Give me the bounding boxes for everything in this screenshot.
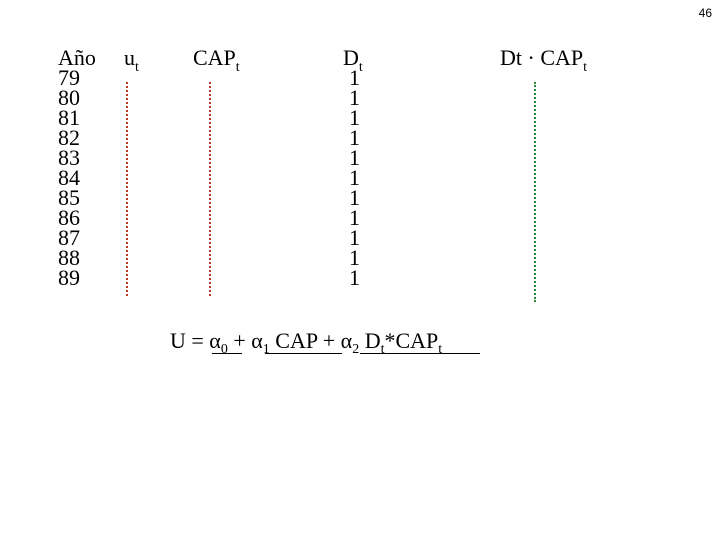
equation-part: *CAP bbox=[384, 328, 439, 353]
year-cell: 88 bbox=[58, 245, 80, 270]
d-cell: 1 bbox=[349, 225, 360, 250]
year-cell: 79 bbox=[58, 65, 80, 90]
d-cell: 1 bbox=[349, 65, 360, 90]
underline bbox=[360, 353, 480, 354]
header-sub: t bbox=[235, 60, 240, 75]
page-number: 46 bbox=[698, 6, 712, 20]
header: Dt bbox=[343, 45, 363, 76]
header-text: u bbox=[124, 45, 135, 70]
equation-part: α bbox=[209, 328, 221, 353]
header-text: Dt · CAP bbox=[500, 45, 584, 70]
header-sub: t bbox=[135, 60, 139, 75]
d-cell: 1 bbox=[349, 105, 360, 130]
header: Año bbox=[58, 45, 96, 70]
year-cell: 80 bbox=[58, 85, 80, 110]
header-text: CAP bbox=[193, 45, 236, 70]
year-cell: 83 bbox=[58, 145, 80, 170]
dotted-line bbox=[534, 82, 536, 302]
year-cell: 84 bbox=[58, 165, 80, 190]
d-cell: 1 bbox=[349, 85, 360, 110]
header-sub: t bbox=[358, 60, 363, 75]
d-cell: 1 bbox=[349, 265, 360, 290]
header-text: Año bbox=[58, 45, 96, 70]
d-cell: 1 bbox=[349, 205, 360, 230]
equation-sub: t bbox=[380, 342, 385, 357]
year-cell: 85 bbox=[58, 185, 80, 210]
d-cell: 1 bbox=[349, 165, 360, 190]
equation-sub: t bbox=[438, 342, 443, 357]
year-cell: 89 bbox=[58, 265, 80, 290]
equation-sub: 2 bbox=[352, 342, 360, 357]
equation-sub: 1 bbox=[262, 342, 270, 357]
d-cell: 1 bbox=[349, 145, 360, 170]
underline bbox=[265, 353, 342, 354]
year-cell: 86 bbox=[58, 205, 80, 230]
underline bbox=[212, 353, 242, 354]
equation-part: α bbox=[251, 328, 263, 353]
equation-part: U = bbox=[170, 328, 210, 353]
equation-part: + bbox=[227, 328, 252, 353]
equation: U = α0 + α1 CAP + α2 Dt*CAPt bbox=[170, 328, 443, 357]
header: CAPt bbox=[193, 45, 240, 76]
header-sub: t bbox=[583, 60, 588, 75]
dotted-line bbox=[209, 82, 211, 296]
equation-part: CAP + bbox=[269, 328, 341, 353]
dotted-line bbox=[126, 82, 128, 296]
equation-sub: 0 bbox=[220, 342, 228, 357]
header-text: D bbox=[343, 45, 359, 70]
d-cell: 1 bbox=[349, 125, 360, 150]
equation-part: α bbox=[340, 328, 353, 353]
year-cell: 82 bbox=[58, 125, 80, 150]
year-cell: 81 bbox=[58, 105, 80, 130]
year-cell: 87 bbox=[58, 225, 80, 250]
d-cell: 1 bbox=[349, 245, 360, 270]
header: ut bbox=[124, 45, 139, 76]
header: Dt · CAPt bbox=[500, 45, 588, 76]
d-cell: 1 bbox=[349, 185, 360, 210]
equation-part: D bbox=[359, 328, 381, 353]
